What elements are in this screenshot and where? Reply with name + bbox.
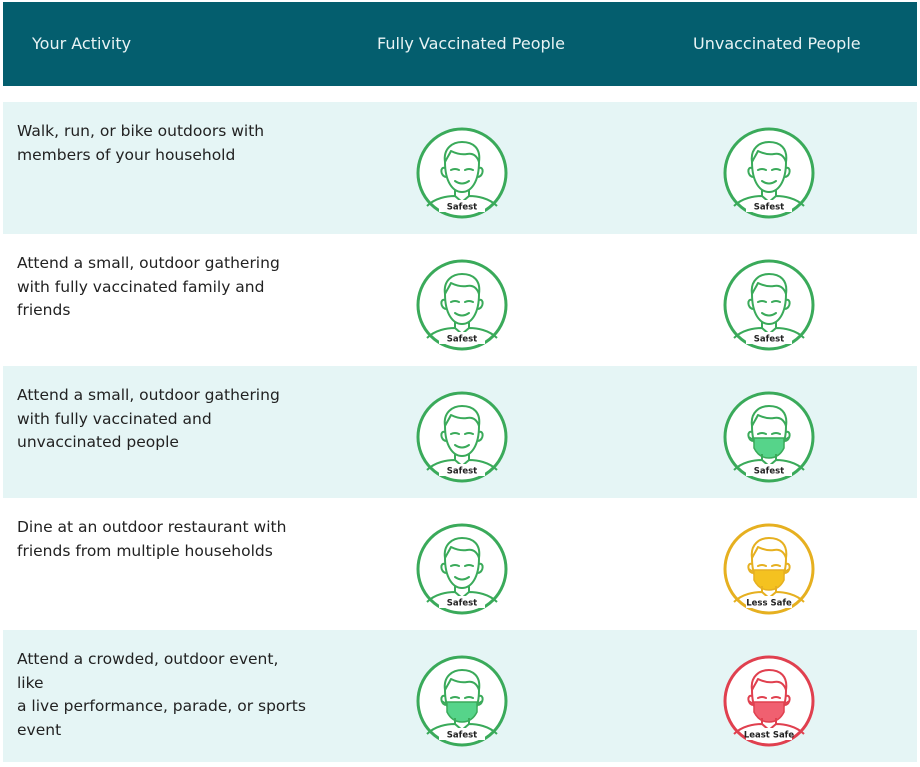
- safety-label: Safest: [754, 335, 784, 345]
- safety-label: Safest: [447, 467, 477, 477]
- face-mask-icon: Safest: [722, 390, 816, 484]
- activity-text: Walk, run, or bike outdoors with members …: [17, 122, 265, 164]
- face-no-mask-icon: Safest: [415, 126, 509, 220]
- safety-label: Safest: [447, 203, 477, 213]
- table-row: Walk, run, or bike outdoors with members …: [3, 102, 917, 234]
- face-no-mask-icon: Safest: [415, 390, 509, 484]
- activity-text: Dine at an outdoor restaurant with friend…: [17, 518, 287, 560]
- table-row: Attend a small, outdoor gathering with fu…: [3, 366, 917, 498]
- face-no-mask-icon: Safest: [722, 258, 816, 352]
- table-row: Attend a crowded, outdoor event, like a l…: [3, 630, 917, 762]
- face-no-mask-icon: Safest: [415, 258, 509, 352]
- table-row: Dine at an outdoor restaurant with friend…: [3, 498, 917, 630]
- safety-label: Safest: [447, 335, 477, 345]
- safety-label: Safest: [447, 731, 477, 741]
- header-unvaccinated: Unvaccinated People: [693, 34, 861, 53]
- header-activity: Your Activity: [32, 34, 132, 53]
- table-row: Attend a small, outdoor gathering with fu…: [3, 234, 917, 366]
- safety-label: Safest: [447, 599, 477, 609]
- face-mask-icon: Safest: [415, 654, 509, 748]
- safety-label: Less Safe: [746, 599, 792, 609]
- face-no-mask-icon: Safest: [415, 522, 509, 616]
- safety-label: Least Safe: [744, 731, 795, 741]
- activity-text: Attend a small, outdoor gathering with fu…: [17, 254, 280, 319]
- safety-label: Safest: [754, 467, 784, 477]
- safety-label: Safest: [754, 203, 784, 213]
- table-header: Your Activity Fully Vaccinated People Un…: [3, 2, 917, 86]
- header-fully-vaccinated: Fully Vaccinated People: [377, 34, 565, 53]
- activity-text: Attend a crowded, outdoor event, like a l…: [17, 650, 306, 739]
- face-mask-icon: Less Safe: [722, 522, 816, 616]
- face-mask-icon: Least Safe: [722, 654, 816, 748]
- activity-text: Attend a small, outdoor gathering with fu…: [17, 386, 280, 451]
- face-no-mask-icon: Safest: [722, 126, 816, 220]
